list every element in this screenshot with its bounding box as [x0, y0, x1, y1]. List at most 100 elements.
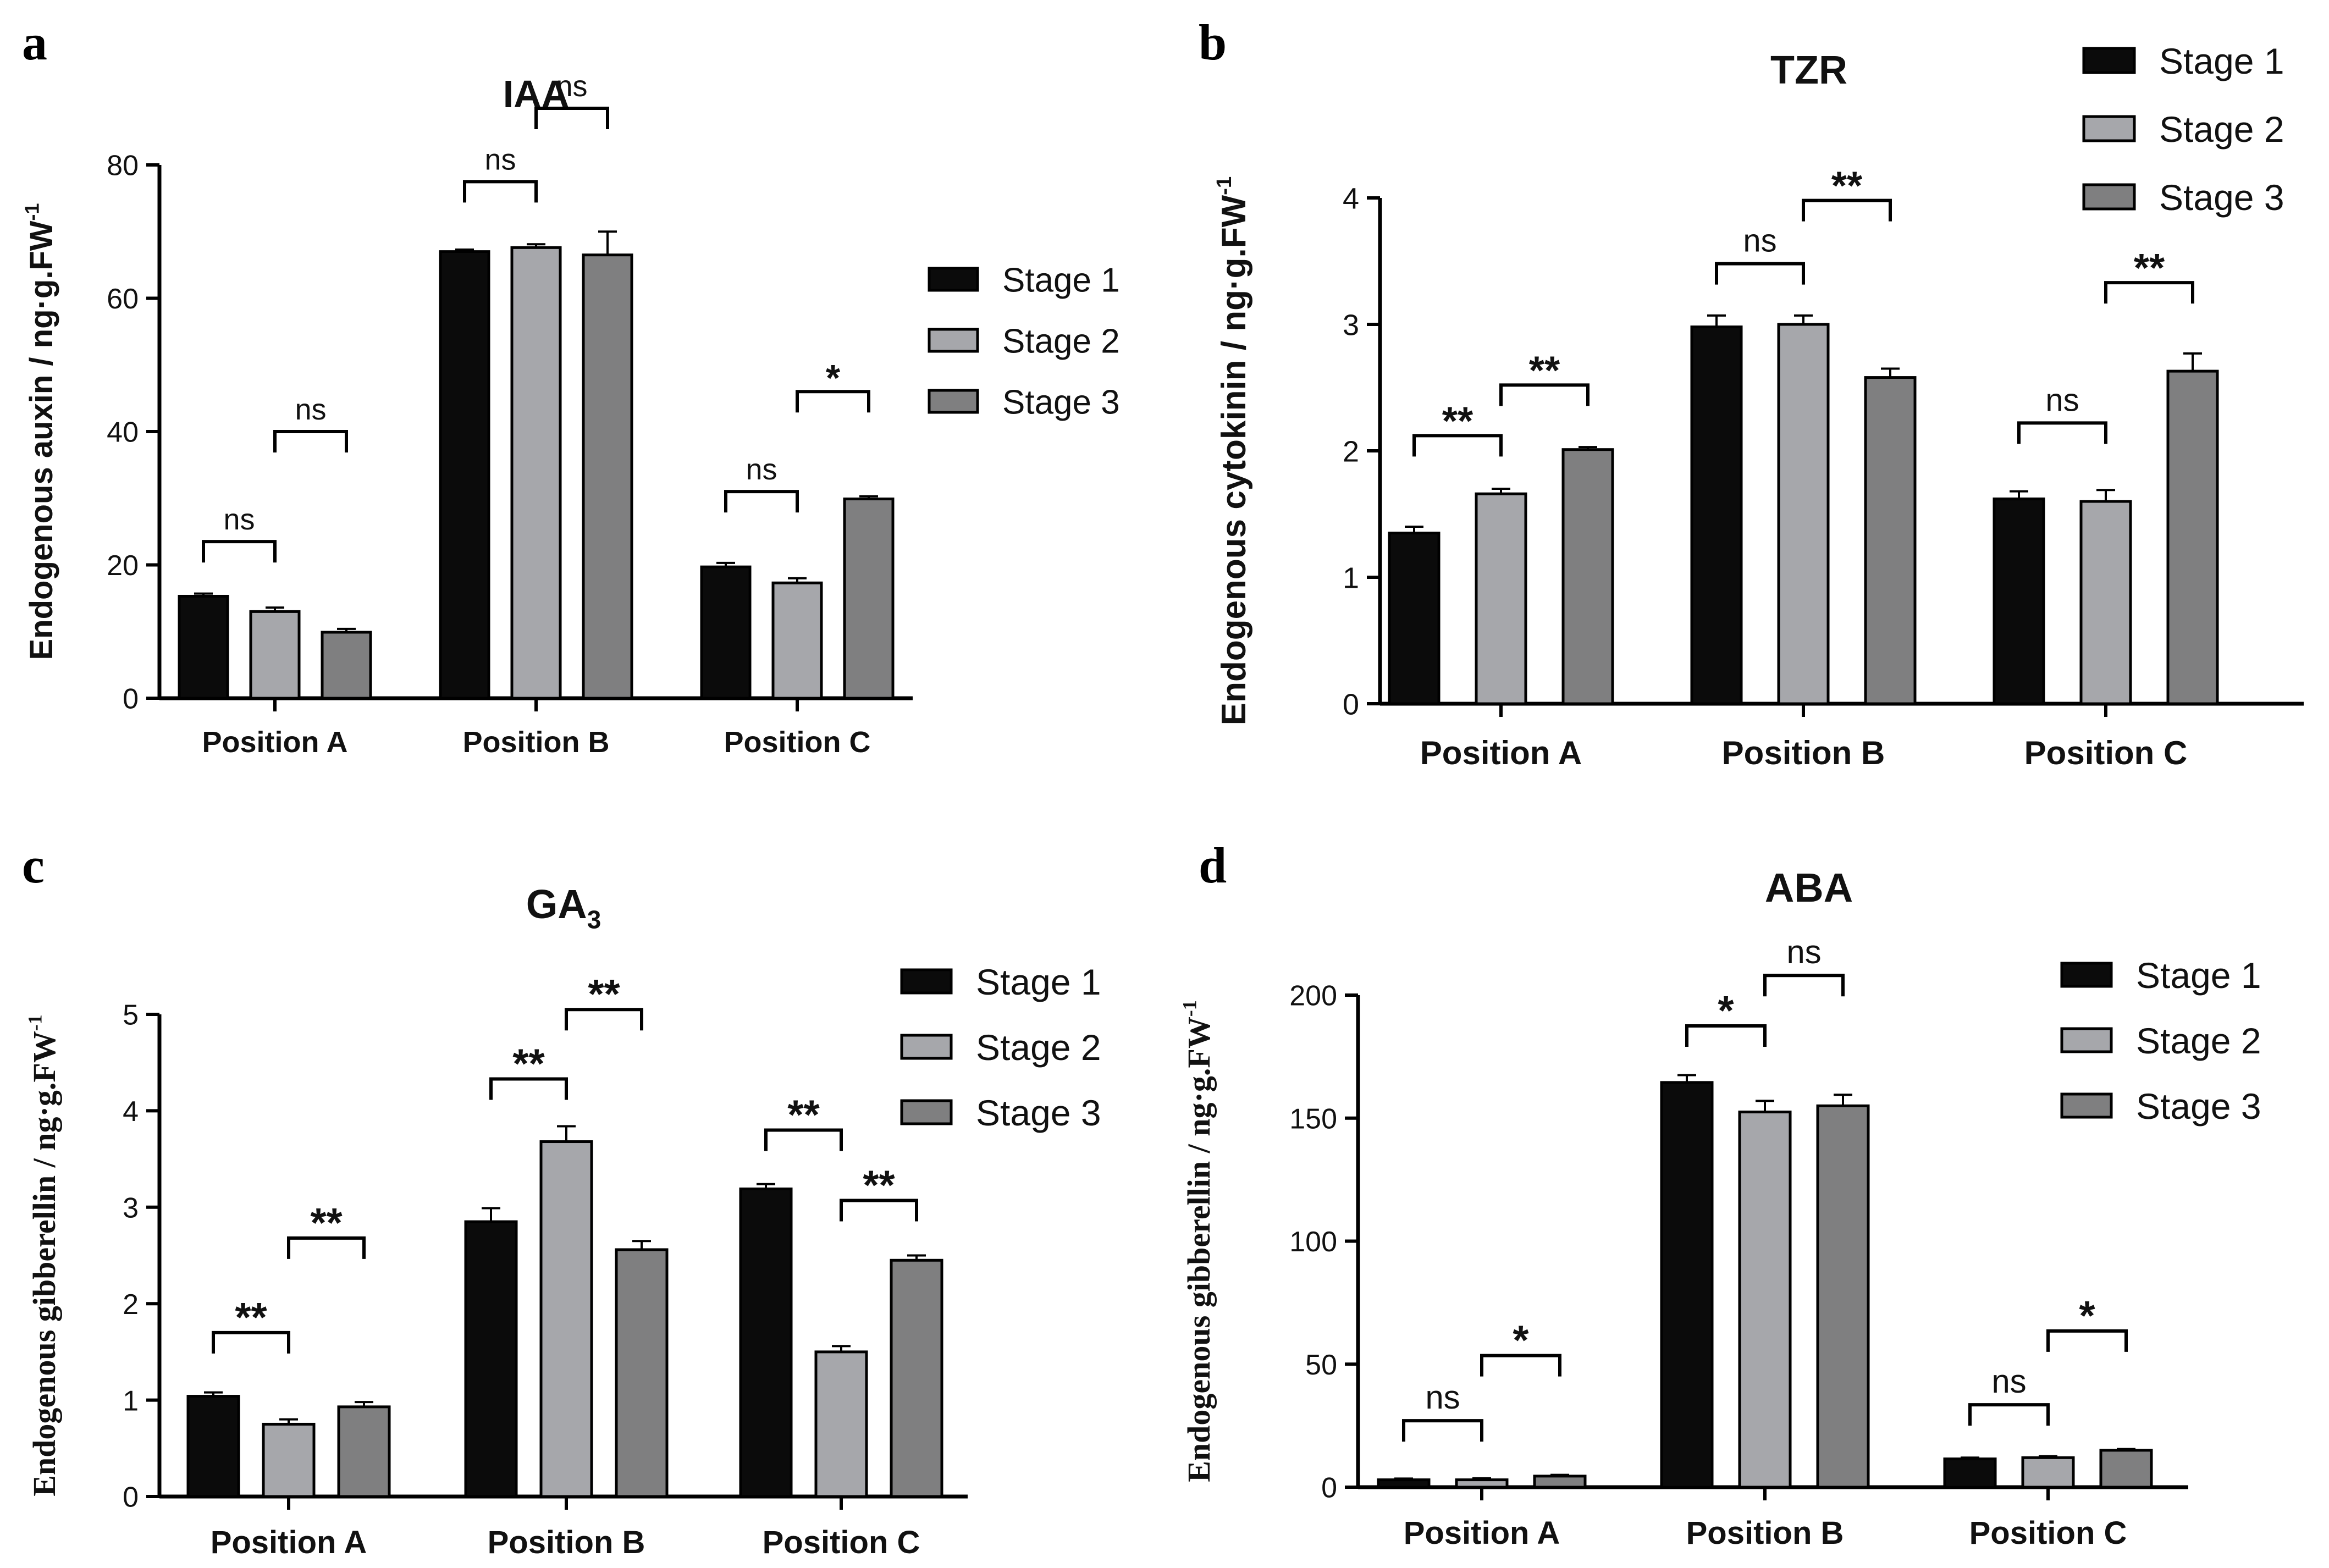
legend-swatch	[2082, 183, 2136, 211]
x-category-label: Position A	[211, 1525, 367, 1560]
y-tick-label: 60	[107, 283, 139, 315]
bar-stage-2-group-3	[771, 581, 823, 700]
x-category-label: Position B	[1722, 735, 1885, 771]
y-tick-label: 1	[1343, 561, 1359, 594]
bar-stage-3-group-2	[582, 253, 633, 700]
chart-title: ABA	[1765, 865, 1853, 910]
y-tick-label: 1	[123, 1385, 139, 1417]
legend-swatch	[2082, 115, 2136, 142]
legend-swatch	[900, 968, 953, 995]
significance-label: **	[1442, 399, 1473, 443]
significance-bracket	[1763, 974, 1845, 997]
legend-label: Stage 3	[2136, 1086, 2261, 1127]
legend-label: Stage 1	[976, 962, 1101, 1002]
bar-stage-3-group-3	[2099, 1449, 2153, 1489]
y-tick-label: 50	[1305, 1349, 1337, 1381]
bar-stage-3-group-3	[890, 1258, 943, 1498]
y-tick-label: 4	[123, 1096, 139, 1128]
chart-title-subscript: 3	[587, 906, 601, 934]
bar-stage-3-group-1	[1533, 1475, 1587, 1489]
significance-bracket	[1715, 262, 1805, 285]
bar-stage-2-group-3	[814, 1350, 868, 1498]
x-category-label: Position B	[488, 1525, 645, 1560]
legend-label: Stage 1	[1002, 261, 1120, 299]
legend-label: Stage 3	[976, 1092, 1101, 1133]
significance-bracket	[1402, 1419, 1483, 1442]
legend-label: Stage 1	[2136, 955, 2261, 996]
significance-label: **	[1831, 164, 1863, 208]
y-tick-label: 0	[123, 683, 139, 715]
bar-stage-1-group-2	[464, 1220, 518, 1498]
x-category-label: Position C	[763, 1525, 920, 1560]
significance-bracket	[463, 180, 538, 203]
significance-bracket	[489, 1077, 568, 1100]
bar-stage-2-group-3	[2079, 500, 2132, 705]
x-category-label: Position B	[463, 726, 610, 759]
y-tick-label: 5	[123, 1000, 139, 1031]
y-axis-label-text: Endogenous gibberellin / ng·g.FW	[26, 1031, 62, 1497]
significance-bracket	[202, 540, 277, 563]
significance-label: ns	[1991, 1363, 2026, 1400]
y-axis-label-superscript: -1	[24, 1014, 46, 1031]
significance-bracket	[1499, 383, 1590, 406]
legend-swatch	[900, 1099, 953, 1125]
legend-swatch	[900, 1034, 953, 1060]
legend-swatch	[2060, 1027, 2113, 1053]
bar-stage-3-group-3	[2166, 369, 2219, 705]
significance-label: *	[1513, 1317, 1529, 1363]
bar-stage-1-group-3	[700, 565, 752, 700]
significance-bracket	[2017, 421, 2107, 444]
legend-swatch	[928, 328, 979, 353]
significance-bracket	[565, 1008, 643, 1031]
bar-stage-2-group-1	[249, 610, 301, 700]
x-category-label: Position A	[1404, 1515, 1560, 1551]
legend-label: Stage 2	[1002, 322, 1120, 360]
significance-label: **	[863, 1162, 895, 1208]
legend-swatch	[2060, 1092, 2113, 1119]
significance-label: **	[2134, 246, 2165, 290]
significance-bracket	[212, 1330, 290, 1354]
bar-stage-3-group-3	[843, 497, 895, 700]
x-category-label: Position C	[724, 726, 871, 759]
bar-stage-1-group-2	[439, 250, 490, 700]
significance-label: ns	[223, 503, 255, 536]
significance-bracket	[287, 1236, 366, 1259]
x-category-label: Position A	[1420, 735, 1582, 771]
y-axis-label-superscript: -1	[21, 203, 43, 221]
bar-stage-2-group-2	[539, 1140, 593, 1498]
significance-bracket	[724, 490, 799, 513]
significance-bracket	[2104, 281, 2194, 304]
bar-stage-3-group-1	[337, 1405, 391, 1498]
y-axis-label-text: Endogenous gibberellin / ng·g.FW	[1181, 1017, 1217, 1482]
bar-stage-1-group-3	[1993, 497, 2045, 705]
bar-stage-2-group-2	[1777, 323, 1830, 705]
significance-label: **	[588, 971, 620, 1017]
significance-bracket	[534, 106, 609, 129]
bar-stage-3-group-2	[615, 1248, 669, 1498]
y-tick-label: 2	[123, 1289, 139, 1321]
legend-swatch	[928, 267, 979, 292]
bar-stage-2-group-1	[1475, 492, 1527, 705]
y-axis-label-superscript: -1	[1179, 1000, 1201, 1017]
bar-stage-2-group-2	[510, 246, 562, 700]
x-category-label: Position B	[1686, 1515, 1844, 1551]
bar-stage-1-group-3	[739, 1187, 793, 1498]
bar-stage-1-group-3	[1943, 1457, 1997, 1489]
y-axis-label: Endogenous gibberellin / ng·g.FW-1	[24, 1014, 62, 1497]
panel-letter: b	[1199, 14, 1227, 70]
panel-letter: a	[22, 14, 47, 70]
y-tick-label: 40	[107, 417, 139, 449]
significance-bracket	[764, 1128, 843, 1151]
significance-bracket	[796, 390, 870, 413]
chart-panel-b: b TZR Endogenous cytokinin / ng·g.FW-1 0 1 2 3…	[1199, 14, 2304, 771]
chart-title: GA3	[526, 881, 601, 934]
chart-panel-d: d ABA Endogenous gibberellin / ng·g.FW-1 0 5…	[1179, 837, 2261, 1551]
chart-title: TZR	[1770, 48, 1847, 92]
significance-label: ns	[1786, 934, 1821, 970]
significance-label: ns	[295, 393, 326, 426]
significance-label: *	[1718, 987, 1734, 1034]
legend-label: Stage 3	[1002, 383, 1120, 421]
chart-title-text: ABA	[1765, 865, 1853, 910]
legend-label: Stage 2	[2159, 109, 2284, 150]
